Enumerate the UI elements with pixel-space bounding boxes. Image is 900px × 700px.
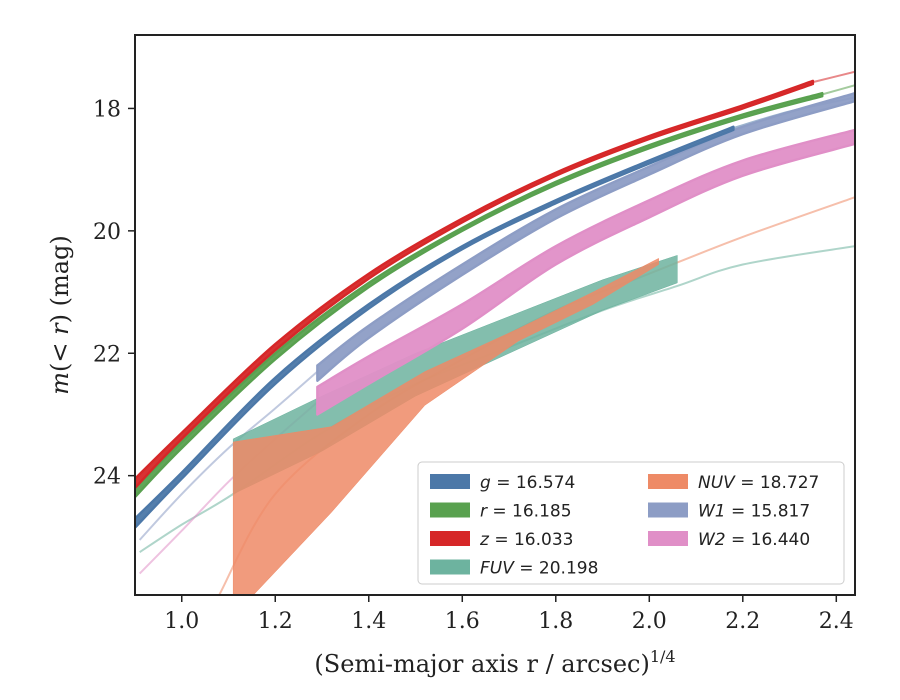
y-label-part: ) (mag) [46,235,74,323]
x-axis-label-superscript: 1/4 [650,647,676,666]
x-tick-label: 2.4 [819,609,854,634]
y-label-part: (< [46,335,74,372]
series-w1-band [316,91,855,382]
x-axis: 1.0 1.2 1.4 1.6 1.8 2.0 2.2 2.4 [164,595,854,634]
legend-label-w2: W2 = 16.440 [698,530,810,550]
x-tick-label: 2.2 [725,609,760,634]
plot-frame [134,34,856,596]
series-z-extrapolation [812,70,855,84]
y-axis-label: m(< r) (mag) [46,235,74,395]
series-w1-extrapolation [138,370,318,541]
legend-label-z: z = 16.033 [479,530,573,550]
series-z-band [135,79,815,490]
y-axis: 18 20 22 24 [93,97,135,490]
legend: g = 16.574 r = 16.185 z = 16.033 FUV = 20.1… [417,461,845,585]
legend-label-g: g = 16.574 [480,473,575,493]
y-label-part: r [46,322,74,335]
legend-swatch-w1 [648,502,688,518]
y-label-part: m [46,372,74,395]
series-g-band [135,125,735,529]
x-tick-label: 1.0 [164,609,199,634]
legend-label-w1: W1 = 15.817 [698,502,810,522]
y-tick-label: 20 [93,220,121,245]
y-tick-label: 18 [93,97,121,122]
legend-swatch-nuv [648,474,688,489]
x-tick-label: 1.2 [258,609,293,634]
x-tick-label: 1.8 [538,609,573,634]
x-tick-label: 1.4 [351,609,386,634]
legend-swatch-g [430,474,470,489]
legend-swatch-fuv [430,559,470,575]
legend-label-r: r = 16.185 [480,502,572,522]
series-r-band [135,91,824,499]
x-axis-label-text: (Semi-major axis r / arcsec) [314,650,649,678]
legend-label-fuv: FUV = 20.198 [480,559,598,579]
series-nuv-band [232,258,659,595]
series-w2-band [316,128,855,416]
y-tick-label: 24 [93,465,121,490]
x-tick-label: 1.6 [445,609,480,634]
legend-box [417,461,845,585]
y-tick-label: 22 [93,342,121,367]
series-layer [135,70,855,595]
legend-swatch-w2 [648,531,688,546]
x-axis-label: (Semi-major axis r / arcsec)1/4 [314,647,675,678]
x-tick-label: 2.0 [632,609,667,634]
legend-label-nuv: NUV = 18.727 [698,473,819,493]
series-r-extrapolation [822,84,855,96]
legend-swatch-z [430,531,470,546]
legend-swatch-r [430,502,470,518]
